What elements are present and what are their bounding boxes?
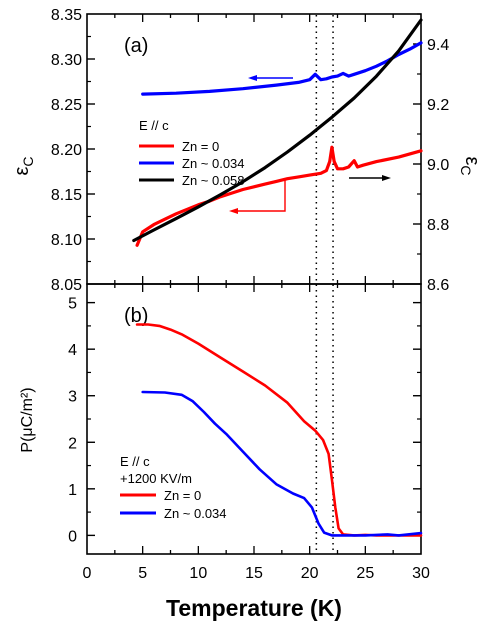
black-axis-arrow-head [382, 175, 391, 181]
x-tick-label: 30 [412, 565, 430, 582]
red-axis-arrow-line [234, 178, 286, 212]
panel-a-legend-title: E // c [139, 118, 169, 133]
panel-a-series-2 [141, 41, 423, 96]
panel-a-right-tick-label: 9.2 [427, 97, 449, 114]
panel-a-annotations [229, 75, 391, 214]
panel-a-right-tick-label: 9.0 [427, 157, 449, 174]
x-tick-label: 10 [189, 565, 207, 582]
panel-b-ylabel: P(μC/m²) [19, 387, 36, 452]
panel-a-left-tick-label: 8.05 [51, 277, 82, 294]
panel-a-ticks: 8.05 8.10 8.15 8.20 8.25 8.30 8.35 8.6 8.8 9.0 9.2… [51, 7, 449, 294]
panel-b-series-2 [141, 390, 423, 537]
panel-b-series [135, 323, 423, 537]
panel-b-y-tick-label: 0 [68, 528, 77, 545]
panel-b-legend: E // c +1200 KV/m Zn = 0 Zn ~ 0.034 [120, 454, 227, 521]
panel-a-series-3 [132, 18, 423, 243]
x-axis-label: Temperature (K) [166, 595, 342, 621]
x-tick-label: 5 [138, 565, 147, 582]
panel-a-ylabel-right: εC [458, 156, 483, 175]
panel-a-right-tick-label: 9.4 [427, 37, 449, 54]
panel-b-legend-title: E // c [120, 454, 150, 469]
panel-a-left-tick-label: 8.10 [51, 232, 82, 249]
red-axis-arrow-head [229, 208, 238, 214]
panel-a-ylabel-sub: C [20, 156, 36, 166]
panel-a-series-1 [135, 145, 423, 247]
panel-b-legend-subtitle: +1200 KV/m [120, 471, 192, 486]
panel-a-left-tick-label: 8.20 [51, 142, 82, 159]
panel-b-y-tick-label: 5 [68, 296, 77, 313]
panel-b-y-tick-label: 1 [68, 482, 77, 499]
panel-a-ylabel-main: ε [11, 167, 33, 176]
blue-axis-arrow-head [248, 75, 257, 81]
panel-a-label: (a) [124, 35, 148, 57]
panel-a-ylabel-right-sub: C [458, 165, 474, 175]
panel-b-ticks: 0 1 2 3 4 5 0 5 10 15 20 25 30 [68, 284, 430, 582]
legend-b-label-1: Zn = 0 [164, 488, 201, 503]
panel-b-label: (b) [124, 305, 148, 327]
x-tick-label: 15 [245, 565, 263, 582]
panel-a-left-tick-label: 8.35 [51, 7, 82, 24]
panel-b-series-1 [135, 323, 423, 537]
x-tick-label: 0 [83, 565, 92, 582]
legend-a-label-3: Zn ~ 0.058 [182, 173, 245, 188]
panel-a-ylabel-right-main: ε [461, 156, 483, 165]
legend-a-label-2: Zn ~ 0.034 [182, 156, 245, 171]
panel-a-right-tick-label: 8.6 [427, 277, 449, 294]
panel-a-legend: E // c Zn = 0 Zn ~ 0.034 Zn ~ 0.058 [139, 118, 245, 188]
panel-a-left-tick-label: 8.30 [51, 52, 82, 69]
panel-a-left-tick-label: 8.25 [51, 97, 82, 114]
panel-a-series [132, 18, 423, 247]
x-tick-label: 20 [301, 565, 319, 582]
panel-a-ylabel: εC [11, 156, 36, 175]
legend-b-label-2: Zn ~ 0.034 [164, 506, 227, 521]
panel-b-y-tick-label: 3 [68, 389, 77, 406]
panel-b-y-tick-label: 2 [68, 435, 77, 452]
panel-a-left-tick-label: 8.15 [51, 187, 82, 204]
x-tick-label: 25 [356, 565, 374, 582]
legend-a-label-1: Zn = 0 [182, 139, 219, 154]
panel-b-y-tick-label: 4 [68, 342, 77, 359]
panel-a-right-tick-label: 8.8 [427, 217, 449, 234]
